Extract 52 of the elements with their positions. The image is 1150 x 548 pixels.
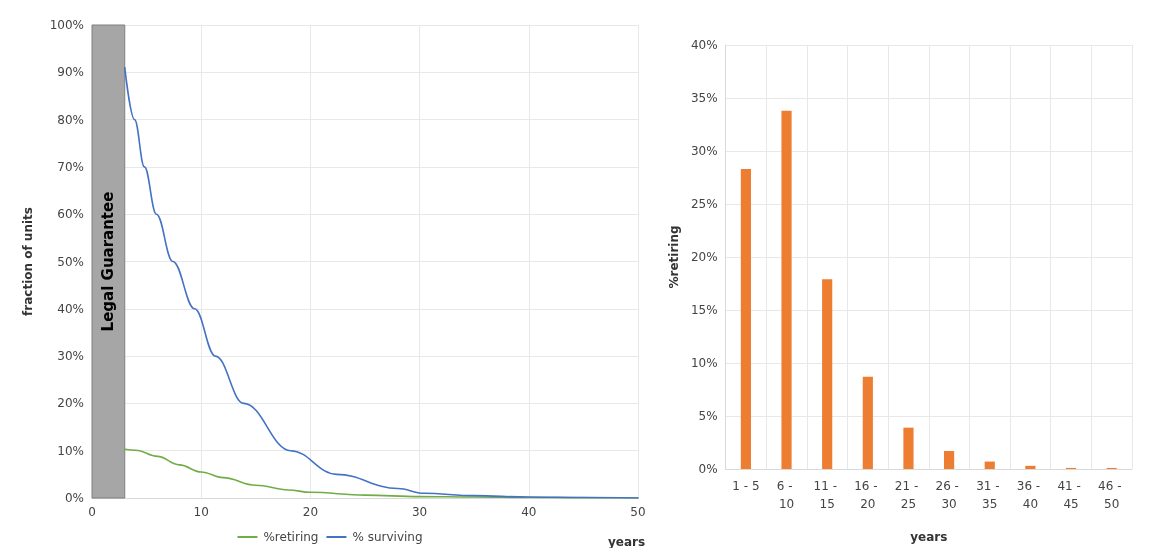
y-axis-title: fraction of units [21,207,35,316]
y-tick-label: 10% [57,443,84,458]
legend-label: %retiring [263,530,319,544]
x-tick-label: 30 [411,505,428,519]
x-tick-label: 11 - 15 [813,479,841,511]
y-tick-label: 0% [64,491,84,505]
y-tick-label: 20% [690,250,718,264]
y-tick-label: 25% [690,197,718,211]
bar [781,110,792,469]
x-tick-label: 0 [88,505,96,519]
x-tick-label: 21 - 25 [894,479,923,511]
x-tick-label: 6 - 10 [776,479,797,511]
x-tick-label: 41 - 45 [1057,479,1085,511]
y-tick-label: 10% [690,356,718,370]
y-tick-label: 40% [690,38,718,52]
x-tick-label: 31 - 35 [976,479,1004,511]
x-tick-label: 40 [521,505,537,519]
y-tick-label: 35% [690,91,718,105]
y-tick-label: 5% [698,409,718,423]
y-tick-label: 90% [57,65,84,80]
x-tick-label: 1 - 5 [732,479,760,493]
y-tick-label: 30% [57,349,84,364]
y-tick-label: 80% [57,112,84,127]
x-tick-label: 26 - 30 [935,479,963,511]
y-tick-label: 60% [57,207,84,222]
y-tick-label: 40% [57,301,84,316]
x-tick-label: 16 - 20 [854,479,882,511]
bar [1025,465,1036,469]
y-tick-label: 20% [57,396,84,411]
y-tick-label: 15% [690,303,718,317]
x-tick-label: 50 [630,505,646,519]
y-tick-label: 30% [690,144,718,158]
bar [984,461,995,469]
y-tick-label: 70% [57,159,84,174]
x-tick-label: 10 [193,505,209,519]
y-tick-label: 50% [57,254,84,269]
bar [944,450,955,469]
y-tick-label: 100% [49,18,84,32]
band-label: Legal Guarantee [99,191,118,332]
line-series [123,66,639,499]
x-axis-title: years [910,530,948,544]
bar [903,427,914,469]
bar [740,169,751,469]
x-tick-label: 20 [302,505,319,519]
x-axis-title: years [608,535,646,548]
bar [822,279,833,469]
y-tick-label: 0% [698,462,718,476]
legend-label: % surviving [352,530,423,544]
x-tick-label: 36 - 40 [1016,479,1045,511]
y-axis-title: %retiring [667,225,681,289]
x-tick-label: 46 - 50 [1098,479,1126,511]
bar [862,376,873,469]
